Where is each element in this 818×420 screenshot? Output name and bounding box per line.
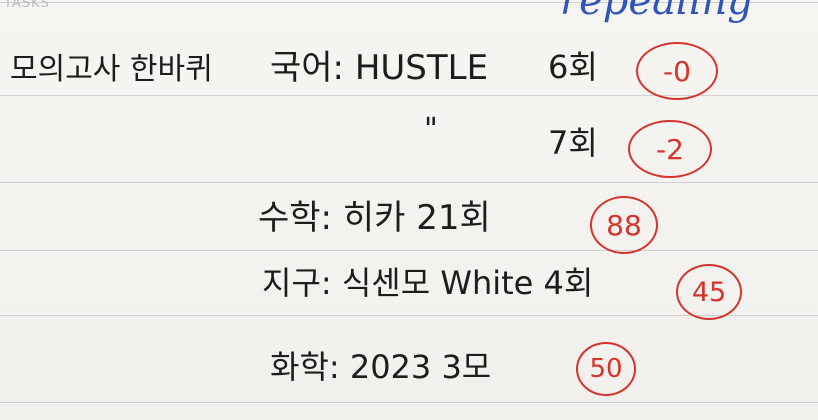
ruled-line [0,250,818,251]
entry-count: 7회 [548,124,598,162]
score-circle: 45 [676,264,742,320]
entry-subject: 수학: 히카 21회 [258,198,491,238]
ditto-mark: " [424,112,438,147]
entry-count: 6회 [548,48,598,86]
ruled-line [0,95,818,96]
page-title: 모의고사 한바퀴 [10,52,213,87]
ruled-line [0,182,818,183]
score-circle: 50 [576,342,636,396]
score-circle: -2 [628,120,712,178]
score-circle: 88 [590,196,658,254]
score-circle: -0 [636,42,718,100]
entry-subject: 지구: 식센모 White 4회 [262,264,594,302]
ruled-line [0,402,818,403]
entry-subject: 국어: HUSTLE [270,48,489,88]
entry-subject: 화학: 2023 3모 [270,348,492,386]
ruled-line [0,2,818,3]
top-scribble: repealing [560,0,753,24]
tasks-label: TASKS [4,0,50,11]
ruled-line [0,315,818,316]
